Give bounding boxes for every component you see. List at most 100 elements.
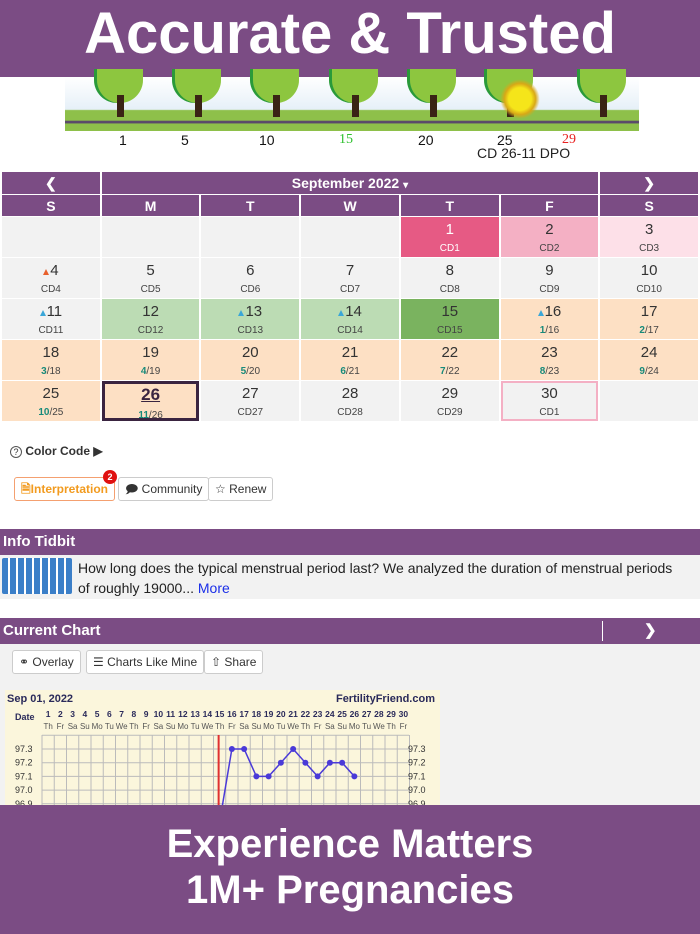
y-tick-right: 97.1 xyxy=(408,771,426,781)
calendar-day[interactable]: 19 4/19 xyxy=(101,340,200,380)
more-link[interactable]: More xyxy=(197,580,230,596)
calendar-day[interactable]: 10 CD10 xyxy=(600,258,698,298)
calendar-day[interactable]: 8 CD8 xyxy=(400,258,499,298)
empty-day xyxy=(301,217,399,257)
calendar-day[interactable]: 22 7/22 xyxy=(400,340,499,380)
cycle-day: CD6 xyxy=(240,284,261,295)
weekday-tick: Tu xyxy=(191,722,200,731)
day-tick: 19 xyxy=(264,709,274,719)
weekday-tick: We xyxy=(373,722,385,731)
day-tick: 24 xyxy=(325,709,335,719)
notification-badge: 2 xyxy=(103,470,117,484)
overlay-button[interactable]: ⚭ Overlay xyxy=(12,650,81,674)
month-selector[interactable]: September 2022 ▾ xyxy=(101,172,599,194)
prev-month-button[interactable]: ❮ xyxy=(2,172,100,194)
dpo-number: 4 xyxy=(140,366,147,377)
tree-icon xyxy=(332,69,378,117)
calendar-day[interactable]: 6 CD6 xyxy=(201,258,300,298)
day-tick: 13 xyxy=(190,709,200,719)
cycle-day: CD4 xyxy=(40,284,61,295)
calendar-day[interactable]: 27 CD27 xyxy=(201,381,300,421)
cycle-day: /20 xyxy=(246,366,261,377)
calendar-day[interactable]: 13 CD13 xyxy=(201,299,300,339)
cycle-day-label: 20 xyxy=(418,132,434,148)
calendar-day[interactable]: 18 3/18 xyxy=(2,340,100,380)
next-month-button[interactable]: ❯ xyxy=(600,172,698,194)
calendar-day[interactable]: 30 CD1 xyxy=(500,381,599,421)
weekday-tick: Th xyxy=(301,722,310,731)
share-button[interactable]: ⇧ Share xyxy=(204,650,264,674)
dropdown-icon: ▾ xyxy=(403,180,409,191)
chart-brand: FertilityFriend.com xyxy=(336,693,435,705)
share-label: Share xyxy=(224,655,257,669)
cycle-day-label: 1 xyxy=(119,132,127,148)
day-tick: 2 xyxy=(58,709,63,719)
charts-like-mine-button[interactable]: ☰ Charts Like Mine xyxy=(86,650,205,674)
dpo-number: 5 xyxy=(240,366,247,377)
cycle-day: /22 xyxy=(445,366,460,377)
calendar-day[interactable]: 29 CD29 xyxy=(400,381,499,421)
calendar-day[interactable]: 12 CD12 xyxy=(101,299,200,339)
calendar-day[interactable]: 5 CD5 xyxy=(101,258,200,298)
calendar-day[interactable]: 16 1/16 xyxy=(500,299,599,339)
bbt-chart[interactable]: Sep 01, 2022 FertilityFriend.com Date 1 Th 2 F… xyxy=(5,690,440,805)
cycle-day-label: 25 xyxy=(497,132,513,148)
day-tick: 10 xyxy=(154,709,164,719)
day-number: 2 xyxy=(545,221,554,238)
calendar-day[interactable]: 20 5/20 xyxy=(201,340,300,380)
calendar-day[interactable]: 17 2/17 xyxy=(600,299,698,339)
day-number: 16 xyxy=(544,303,562,320)
weekday-tick: Fr xyxy=(228,722,236,731)
calendar-day[interactable]: 26 11/26 xyxy=(101,381,200,421)
weekday-header: T xyxy=(400,195,499,216)
calendar-day[interactable]: 23 8/23 xyxy=(500,340,599,380)
chevron-right-icon[interactable]: ❯ xyxy=(644,622,657,639)
dpo-number: 9 xyxy=(639,366,645,377)
weekday-tick: Tu xyxy=(105,722,114,731)
calendar-day[interactable]: 21 6/21 xyxy=(301,340,399,380)
calendar-day[interactable]: 2 CD2 xyxy=(500,217,599,257)
weekday-tick: Th xyxy=(215,722,224,731)
cycle-day: /18 xyxy=(46,366,61,377)
day-number: 10 xyxy=(640,262,658,279)
day-tick: 22 xyxy=(301,709,311,719)
banner-line-2: 1M+ Pregnancies xyxy=(186,868,514,912)
weekday-tick: Th xyxy=(129,722,138,731)
day-tick: 14 xyxy=(203,709,213,719)
renew-button[interactable]: ☆ Renew xyxy=(208,477,274,501)
calendar-day[interactable]: 24 9/24 xyxy=(600,340,698,380)
weekday-tick: Fr xyxy=(142,722,150,731)
day-number: 11 xyxy=(46,303,63,320)
document-icon: 🗎 xyxy=(21,482,31,496)
day-tick: 16 xyxy=(227,709,237,719)
calendar-day[interactable]: 11 CD11 xyxy=(2,299,100,339)
weekday-tick: Mo xyxy=(263,722,275,731)
weekday-tick: Th xyxy=(43,722,52,731)
calendar-day[interactable]: 9 CD9 xyxy=(500,258,599,298)
day-tick: 5 xyxy=(95,709,100,719)
temp-point xyxy=(265,773,272,780)
calendar-day[interactable]: 1 CD1 xyxy=(400,217,499,257)
interpretation-button[interactable]: 🗎Interpretation xyxy=(14,477,115,501)
day-tick: 21 xyxy=(288,709,298,719)
community-label: Community xyxy=(141,482,203,496)
community-button[interactable]: 🗩 Community xyxy=(118,477,210,501)
current-chart-header: Current Chart ❯ xyxy=(0,618,700,644)
cycle-day: CD12 xyxy=(137,325,164,336)
current-chart-title: Current Chart xyxy=(3,622,101,639)
tree-icon xyxy=(253,69,299,117)
temp-point xyxy=(302,759,309,766)
calendar-day[interactable]: 14 CD14 xyxy=(301,299,399,339)
calendar-day[interactable]: 25 10/25 xyxy=(2,381,100,421)
calendar-day[interactable]: 3 CD3 xyxy=(600,217,698,257)
day-number: 8 xyxy=(445,262,454,279)
calendar-day[interactable]: 7 CD7 xyxy=(301,258,399,298)
temp-point xyxy=(277,759,284,766)
color-code-toggle[interactable]: ? Color Code ▶ xyxy=(10,444,103,458)
calendar-day[interactable]: 15 CD15 xyxy=(400,299,499,339)
info-tidbit-header: Info Tidbit xyxy=(0,529,700,555)
weekday-tick: Fr xyxy=(314,722,322,731)
weekday-tick: We xyxy=(287,722,299,731)
calendar-day[interactable]: 4 CD4 xyxy=(2,258,100,298)
calendar-day[interactable]: 28 CD28 xyxy=(301,381,399,421)
